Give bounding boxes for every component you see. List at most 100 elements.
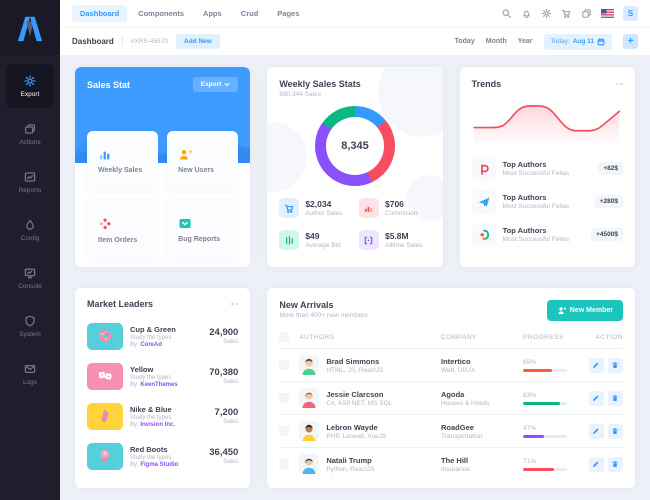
export-dropdown-button[interactable]: Export: [192, 77, 239, 92]
delete-button[interactable]: [607, 423, 623, 439]
sidebar-item-system[interactable]: System: [6, 304, 54, 348]
vendor-link[interactable]: CoreAd: [140, 341, 163, 348]
cart-icon[interactable]: [561, 8, 572, 19]
column-company: COMPANY: [440, 333, 477, 341]
edit-button[interactable]: [588, 423, 604, 439]
market-leader-row[interactable]: Nike & Blue Study the types By: Invision I…: [87, 396, 238, 436]
row-checkbox[interactable]: [279, 393, 290, 403]
language-flag-icon[interactable]: [601, 9, 614, 18]
sidebar-item-console[interactable]: Console: [6, 256, 54, 300]
quick-add-button[interactable]: +: [623, 34, 638, 49]
avatar: [299, 388, 320, 408]
row-checkbox[interactable]: [279, 426, 290, 436]
company-industry: Houses & Hotels: [440, 399, 490, 407]
product-name: Cup & Green: [130, 324, 176, 334]
vendor-link[interactable]: KeenThemes: [140, 381, 178, 388]
stat-label: Author Sales: [305, 210, 343, 217]
author-name[interactable]: Jessie Clarcson: [326, 389, 384, 399]
row-checkbox[interactable]: [279, 459, 290, 469]
market-leader-row[interactable]: Yellow Study the types By: KeenThemes 70,3…: [87, 356, 238, 396]
p-logo-icon: [480, 164, 489, 175]
trend-line-chart: [472, 105, 620, 147]
avatar: [299, 421, 320, 441]
range-month-link[interactable]: Month: [485, 38, 507, 45]
edit-button[interactable]: [588, 357, 604, 373]
author-name[interactable]: Natali Trump: [326, 455, 372, 465]
edit-button[interactable]: [588, 456, 604, 472]
copy-icon[interactable]: [581, 8, 592, 19]
chart-bars-icon: [365, 206, 373, 212]
sidebar-item-config[interactable]: Config: [6, 208, 54, 252]
nav-pages[interactable]: Pages: [277, 9, 300, 18]
edit-button[interactable]: [588, 390, 604, 406]
layers-icon: [24, 124, 36, 134]
tile-new-users[interactable]: New Users: [167, 131, 239, 191]
search-icon[interactable]: [501, 8, 512, 19]
sidebar-label: Reports: [18, 187, 42, 194]
sidebar-item-export[interactable]: Export: [6, 64, 54, 108]
tile-item-orders[interactable]: Item Orders: [87, 200, 159, 260]
nav-apps[interactable]: Apps: [203, 9, 222, 18]
sidebar-item-logs[interactable]: Logs: [6, 352, 54, 396]
trend-item[interactable]: Top Authors Most Successful Fellas +280$: [471, 185, 623, 218]
monitor-icon: [24, 268, 36, 279]
range-today-link[interactable]: Today: [454, 38, 475, 45]
trends-card: Trends Top Authors Most Successful Fellas…: [459, 67, 635, 267]
product-thumbnail: [87, 402, 123, 430]
sidebar-label: System: [19, 331, 41, 338]
new-member-button[interactable]: New Member: [546, 300, 623, 321]
trend-item[interactable]: Top Authors Most Successful Fellas +82$: [471, 152, 623, 185]
trend-title: Top Authors: [502, 160, 547, 169]
pencil-icon: [593, 428, 600, 434]
chevron-down-icon: [224, 83, 230, 87]
user-icon: [558, 307, 566, 315]
divider: [121, 37, 123, 46]
nav-dashboard[interactable]: Dashboard: [72, 5, 128, 22]
author-skills: HTML, JS, ReactJS: [326, 366, 384, 374]
card-subtitle: More than 400+ new members: [279, 312, 368, 319]
vendor-link[interactable]: Figma Studio: [140, 461, 179, 468]
stat-value: $2,034: [305, 199, 332, 209]
delete-button[interactable]: [607, 390, 623, 406]
card-menu-dots[interactable]: [231, 302, 239, 306]
topbar-actions: S: [501, 6, 638, 21]
nav-components[interactable]: Components: [138, 9, 185, 18]
notifications-icon[interactable]: [521, 8, 532, 19]
trash-icon: [612, 362, 619, 369]
weekly-stats-grid: $2,034 Author Sales $706 Commision $49 Aver…: [279, 198, 430, 250]
tile-weekly-sales[interactable]: Weekly Sales: [87, 131, 159, 191]
user-avatar[interactable]: S: [623, 6, 638, 21]
author-name[interactable]: Brad Simmons: [326, 356, 380, 366]
by-prefix: By:: [130, 461, 139, 468]
vendor-link[interactable]: Invision Inc.: [140, 421, 176, 428]
row-checkbox[interactable]: [279, 360, 290, 370]
card-menu-dots[interactable]: [615, 82, 623, 86]
range-year-link[interactable]: Year: [517, 38, 533, 45]
card-subtitle: 890,344 Sales: [279, 91, 321, 98]
trend-item[interactable]: Top Authors Most Successful Fellas +4500$: [471, 218, 623, 251]
market-leader-row[interactable]: Red Boots Study the types By: Figma Studio…: [87, 436, 238, 476]
sidebar-item-reports[interactable]: Reports: [6, 160, 54, 204]
settings-icon[interactable]: [541, 8, 552, 19]
trend-badge: +280$: [594, 195, 623, 208]
date-picker-button[interactable]: Today: Aug 11: [543, 33, 612, 50]
date-prefix: Today:: [550, 38, 570, 45]
add-new-button[interactable]: Add New: [176, 34, 220, 49]
tile-bug-reports[interactable]: Bug Reports: [167, 200, 239, 260]
delete-button[interactable]: [607, 456, 623, 472]
progress-bar: [522, 467, 555, 471]
table-row: Lebron Wayde PHP, Laravel, VueJS RoadGee T…: [279, 414, 623, 447]
product-thumbnail: [87, 362, 123, 390]
trend-subtitle: Most Successful Fellas: [502, 170, 570, 177]
logo[interactable]: [0, 0, 60, 55]
cart-icon: [284, 204, 294, 213]
date-value: Aug 11: [572, 38, 594, 45]
delete-button[interactable]: [607, 357, 623, 373]
author-name[interactable]: Lebron Wayde: [326, 422, 378, 432]
select-all-checkbox[interactable]: [279, 332, 290, 342]
sales-unit: Sales: [223, 339, 239, 345]
nav-crud[interactable]: Crud: [240, 9, 259, 18]
sidebar-item-actions[interactable]: Actions: [6, 112, 54, 156]
market-leader-row[interactable]: Cup & Green Study the types By: CoreAd 24,…: [87, 316, 238, 356]
